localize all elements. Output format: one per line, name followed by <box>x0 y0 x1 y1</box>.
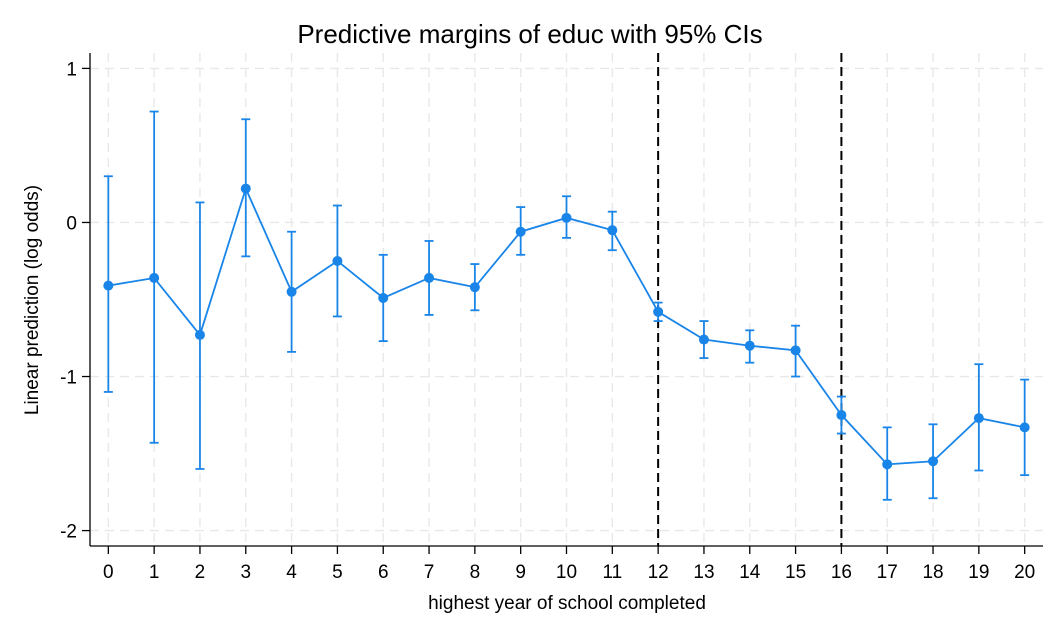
data-point <box>698 334 709 345</box>
x-tick-label: 7 <box>424 562 435 583</box>
data-point <box>332 255 343 266</box>
data-point <box>515 226 526 237</box>
x-tick-label: 13 <box>693 562 714 583</box>
chart-title: Predictive margins of educ with 95% CIs <box>297 19 762 49</box>
x-tick-label: 0 <box>103 562 114 583</box>
y-tick-label: -1 <box>60 368 77 389</box>
x-tick-label: 5 <box>332 562 343 583</box>
data-point <box>973 413 984 424</box>
x-tick-label: 19 <box>968 562 989 583</box>
x-tick-label: 3 <box>240 562 251 583</box>
data-point <box>424 272 435 283</box>
x-tick-label: 18 <box>922 562 943 583</box>
data-point <box>103 280 114 291</box>
series-layer <box>103 183 1030 470</box>
data-point <box>836 410 847 421</box>
x-axis-title: highest year of school completed <box>428 593 706 614</box>
x-tick-label: 6 <box>378 562 389 583</box>
x-tick-label: 20 <box>1014 562 1035 583</box>
x-tick-label: 8 <box>470 562 481 583</box>
reference-lines <box>657 53 843 546</box>
y-tick-label: -2 <box>60 522 77 543</box>
x-tick-label: 12 <box>648 562 669 583</box>
confidence-intervals <box>103 110 1030 501</box>
data-point <box>194 329 205 340</box>
data-point <box>561 212 572 223</box>
data-point <box>1019 422 1030 433</box>
data-point <box>653 306 664 317</box>
data-point <box>286 286 297 297</box>
data-point <box>469 282 480 293</box>
data-point <box>378 292 389 303</box>
x-tick-label: 2 <box>195 562 206 583</box>
x-tick-label: 4 <box>286 562 297 583</box>
grid-layer <box>90 53 1043 546</box>
data-point <box>882 459 893 470</box>
data-point <box>744 340 755 351</box>
y-tick-label: 0 <box>66 213 77 234</box>
x-tick-label: 1 <box>149 562 160 583</box>
data-point <box>607 225 618 236</box>
y-axis-title: Linear prediction (log odds) <box>22 185 43 415</box>
x-tick-label: 17 <box>877 562 898 583</box>
y-tick-label: 1 <box>66 59 77 80</box>
data-point <box>790 345 801 356</box>
x-tick-label: 15 <box>785 562 806 583</box>
x-tick-label: 11 <box>602 562 622 583</box>
data-point <box>928 456 939 467</box>
x-tick-label: 16 <box>831 562 852 583</box>
data-point <box>240 183 251 194</box>
x-tick-label: 9 <box>515 562 526 583</box>
axes-layer: 10-1-20 1 2 3 4 5 6 7 8 9 10 11 12 13 14 15 16 17 18 19 20 <box>60 53 1043 583</box>
data-point <box>149 272 160 283</box>
x-tick-label: 14 <box>739 562 761 583</box>
x-tick-label: 10 <box>556 562 577 583</box>
